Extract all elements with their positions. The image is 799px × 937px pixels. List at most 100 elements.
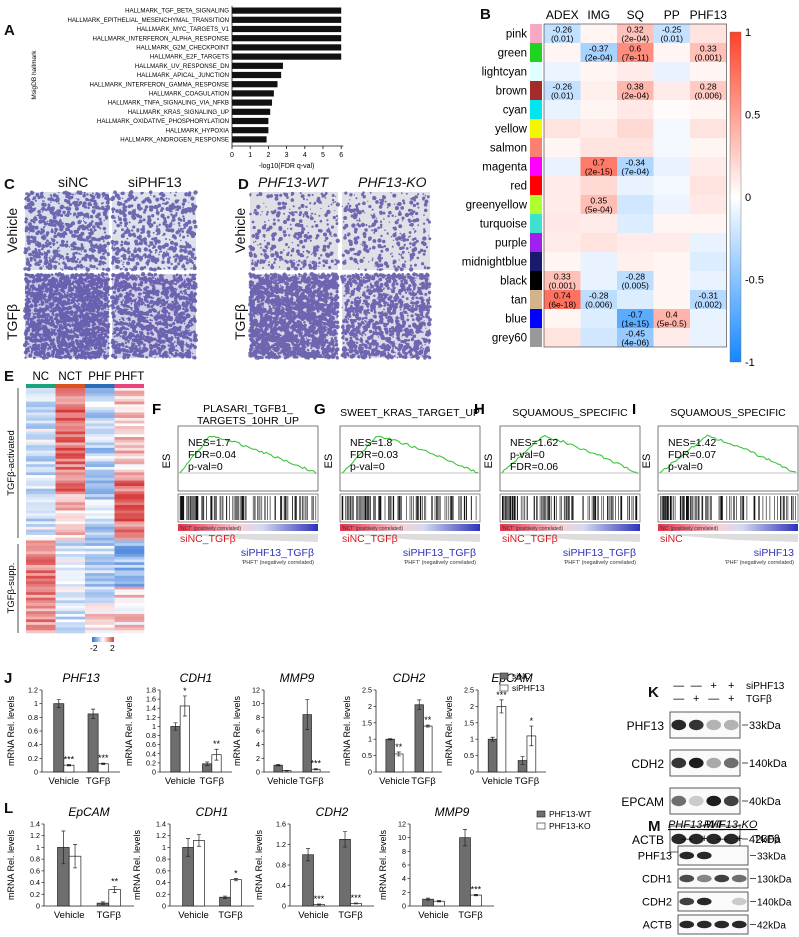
gsea-panel-h: H SQUAMOUS_SPECIFIC ES NES=1.62p-val=0FDR=0…	[474, 401, 641, 566]
error-bar	[214, 748, 219, 761]
panel-label-a: A	[4, 22, 15, 39]
cell-value: -0.26	[552, 82, 572, 92]
es-axis-label: ES	[641, 454, 653, 469]
condition-mark: +	[711, 680, 717, 692]
heatmap-strip	[26, 428, 56, 432]
heatmap-strip	[85, 426, 115, 430]
c-row-label-tgfb: TGFβ	[4, 303, 20, 340]
condition-label: siPHF13	[746, 681, 785, 692]
heatmap-column-label: SQ	[627, 8, 644, 22]
heatmap-cell	[617, 252, 654, 271]
heatmap-strip	[114, 543, 145, 547]
heatmap-strip	[26, 567, 56, 571]
heatmap-strip	[85, 475, 115, 479]
heatmap-strip	[55, 461, 86, 465]
heatmap-strip	[26, 499, 56, 503]
c-col-label-siphf13: siPHF13	[128, 174, 182, 190]
module-color-swatch	[530, 100, 542, 119]
heatmap-strip	[85, 575, 115, 579]
heatmap-strip	[85, 513, 115, 517]
heatmap-strip	[85, 559, 115, 563]
heatmap-strip	[114, 477, 145, 481]
heatmap-strip	[26, 627, 56, 631]
module-color-swatch	[530, 252, 542, 271]
y-tick-label: 0	[34, 768, 38, 777]
heatmap-strip	[85, 570, 115, 574]
x-tick-label: 5	[321, 152, 325, 159]
heatmap-strip	[26, 548, 56, 552]
y-tick-label: 0.6	[28, 727, 38, 736]
heatmap-strip	[26, 584, 56, 588]
heatmap-strip	[85, 445, 115, 449]
heatmap-strip	[114, 545, 145, 549]
heatmap-strip	[55, 551, 86, 555]
heatmap-strip	[55, 592, 86, 596]
y-tick-label: 0.5	[362, 751, 372, 760]
panel-label-l: L	[4, 800, 14, 817]
l-chart-epcam: EpCAM 0 0.2 0.4 0.6 0.8 1 1.2 1.4 mRNA Rel. level…	[6, 805, 134, 921]
panel-c-images	[22, 190, 199, 360]
heatmap-strip	[26, 624, 56, 628]
bar	[302, 854, 314, 907]
heatmap-strip	[114, 496, 145, 500]
heatmap-cell	[617, 100, 654, 119]
heatmap-strip	[85, 567, 115, 571]
y-tick-label: 12	[398, 820, 406, 829]
heatmap-strip	[26, 589, 56, 593]
heatmap-strip	[26, 597, 56, 601]
heatmap-strip	[26, 505, 56, 509]
heatmap-strip	[114, 445, 145, 449]
cell-pvalue: (1e-15)	[621, 319, 649, 329]
heatmap-cell	[617, 138, 654, 157]
module-color-swatch	[530, 119, 542, 138]
stained-cells	[248, 272, 340, 360]
legend-label: PHF13-KO	[549, 821, 591, 831]
error-bar	[112, 886, 117, 893]
error-bar	[233, 878, 238, 882]
condition-mark: +	[728, 693, 734, 705]
heatmap-strip	[26, 469, 56, 473]
heatmap-strip	[114, 420, 145, 424]
heatmap-strip	[55, 390, 86, 394]
group-label: Vehicle	[298, 910, 329, 921]
y-tick-label: 0.4	[28, 740, 38, 749]
heatmap-cell	[580, 157, 617, 176]
heatmap-strip	[114, 562, 145, 566]
heatmap-strip	[85, 584, 115, 588]
y-tick-label: 1.2	[276, 840, 286, 849]
heatmap-strip	[55, 573, 86, 577]
pos-small-label: 'NCT' (positively correlated)	[180, 526, 241, 532]
heatmap-strip	[26, 611, 56, 615]
cell-pvalue: (0.001)	[549, 281, 576, 291]
cell-pvalue: (5e-04)	[585, 205, 613, 215]
heatmap-strip	[26, 442, 56, 446]
heatmap-strip	[85, 505, 115, 509]
heatmap-strip	[26, 420, 56, 424]
heatmap-strip	[114, 466, 145, 470]
bar	[232, 71, 282, 79]
heatmap-strip	[55, 398, 86, 402]
heatmap-strip	[85, 616, 115, 620]
neg-phenotype: siPHF13	[754, 547, 794, 559]
heatmap-strip	[55, 526, 86, 530]
heatmap-strip	[114, 423, 145, 427]
heatmap-strip	[26, 575, 56, 579]
bar-label: HALLMARK_HYPOXIA	[166, 127, 230, 134]
condition-label: TGFβ	[754, 834, 780, 845]
heatmap-cell	[617, 119, 654, 138]
heatmap-cell	[617, 214, 654, 233]
heatmap-strip	[114, 627, 145, 631]
legend-swatch	[499, 684, 509, 692]
bar-label: HALLMARK_E2F_TARGETS	[150, 54, 229, 61]
heatmap-strip	[85, 592, 115, 596]
group-label: TGFβ	[458, 910, 483, 921]
error-bar	[306, 848, 311, 862]
heatmap-column-label: IMG	[587, 8, 610, 22]
heatmap-cell	[690, 290, 727, 309]
es-plot-frame	[657, 425, 799, 492]
heatmap-strip	[26, 401, 56, 405]
heatmap-strip	[85, 483, 115, 487]
size-label: 140kDa	[749, 758, 788, 770]
color-scale-tick: -1	[745, 357, 755, 369]
